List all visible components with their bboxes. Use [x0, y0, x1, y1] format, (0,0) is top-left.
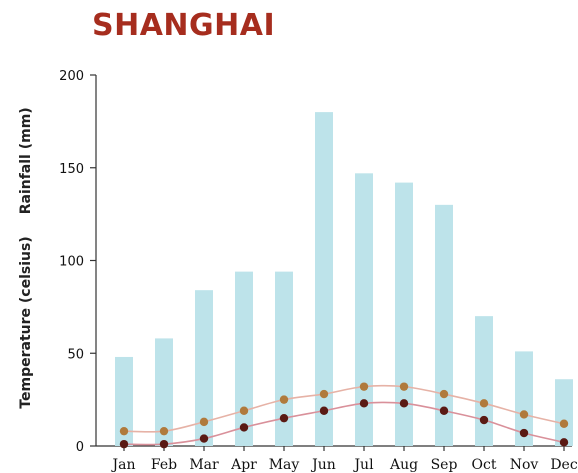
x-tick-label: Jun — [310, 457, 336, 473]
high-temp-point — [119, 426, 129, 436]
high-temp-point — [279, 395, 289, 404]
high-temp-point — [559, 419, 569, 428]
rainfall-bar — [475, 316, 493, 446]
rainfall-bar — [395, 182, 413, 446]
rainfall-bar — [555, 379, 573, 446]
axis-labels: 0 50 100 150 200 Jan Feb Mar Apr May Jun Jul Aug Sep O… — [59, 69, 578, 473]
low-temp-point — [239, 423, 249, 432]
y-tick-label: 200 — [59, 69, 84, 84]
rainfall-bar — [275, 271, 293, 446]
x-tick-label: Feb — [151, 457, 177, 473]
rainfall-bar — [315, 112, 333, 446]
y-tick-label: 100 — [59, 255, 84, 270]
low-temp-point — [439, 406, 449, 415]
y-tick-label: 0 — [76, 440, 84, 455]
x-tick-label: Apr — [230, 457, 257, 473]
x-tick-label: Nov — [510, 457, 539, 473]
low-temp-point — [559, 438, 569, 447]
temperature-points — [119, 382, 569, 449]
low-temp-point — [479, 415, 489, 425]
x-tick-label: Oct — [472, 457, 497, 473]
rainfall-bar — [155, 338, 173, 446]
high-temp-point — [519, 410, 529, 419]
x-tick-label: Dec — [550, 457, 578, 473]
rainfall-bar — [115, 356, 133, 446]
chart-title: SHANGHAI — [92, 8, 276, 43]
temperature-lines — [123, 384, 565, 446]
low-temp-point — [319, 406, 329, 415]
x-tick-label: Mar — [189, 457, 219, 473]
low-temp-line — [123, 401, 565, 446]
low-temp-point — [519, 428, 529, 438]
x-tick-label: Aug — [389, 457, 418, 473]
high-temp-point — [159, 426, 169, 436]
rainfall-bar — [355, 173, 373, 446]
x-tick-label: May — [269, 457, 300, 473]
low-temp-point — [199, 434, 209, 443]
y-tick-label: 50 — [67, 347, 84, 362]
high-temp-point — [399, 382, 409, 391]
high-temp-point — [479, 399, 489, 408]
high-temp-point — [239, 406, 249, 415]
y-tick-label: 150 — [59, 162, 84, 177]
rainfall-bar — [195, 290, 213, 446]
x-tick-label: Jan — [111, 457, 136, 473]
rainfall-bar — [235, 271, 253, 446]
rainfall-bar — [515, 351, 533, 446]
high-temp-point — [439, 389, 449, 399]
low-temp-point — [119, 439, 129, 449]
high-temp-point — [359, 382, 369, 391]
low-temp-point — [359, 399, 369, 408]
low-temp-point — [399, 399, 409, 408]
high-temp-point — [199, 417, 209, 427]
rainfall-bar — [435, 204, 453, 446]
x-tick-label: Sep — [431, 457, 458, 473]
low-temp-point — [159, 439, 169, 449]
rainfall-bars — [115, 112, 573, 446]
high-temp-point — [319, 389, 329, 399]
x-tick-label: Jul — [352, 457, 374, 473]
low-temp-point — [279, 413, 289, 423]
